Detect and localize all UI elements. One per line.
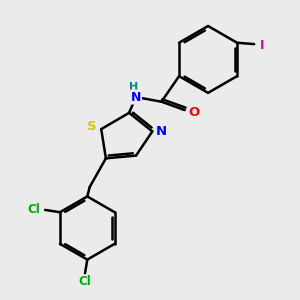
Text: N: N (131, 91, 141, 103)
Text: Cl: Cl (27, 203, 40, 216)
Text: O: O (188, 106, 200, 119)
Text: H: H (129, 82, 138, 92)
Text: S: S (87, 120, 97, 133)
Text: N: N (156, 125, 167, 138)
Text: I: I (260, 38, 265, 52)
Text: Cl: Cl (79, 275, 92, 288)
